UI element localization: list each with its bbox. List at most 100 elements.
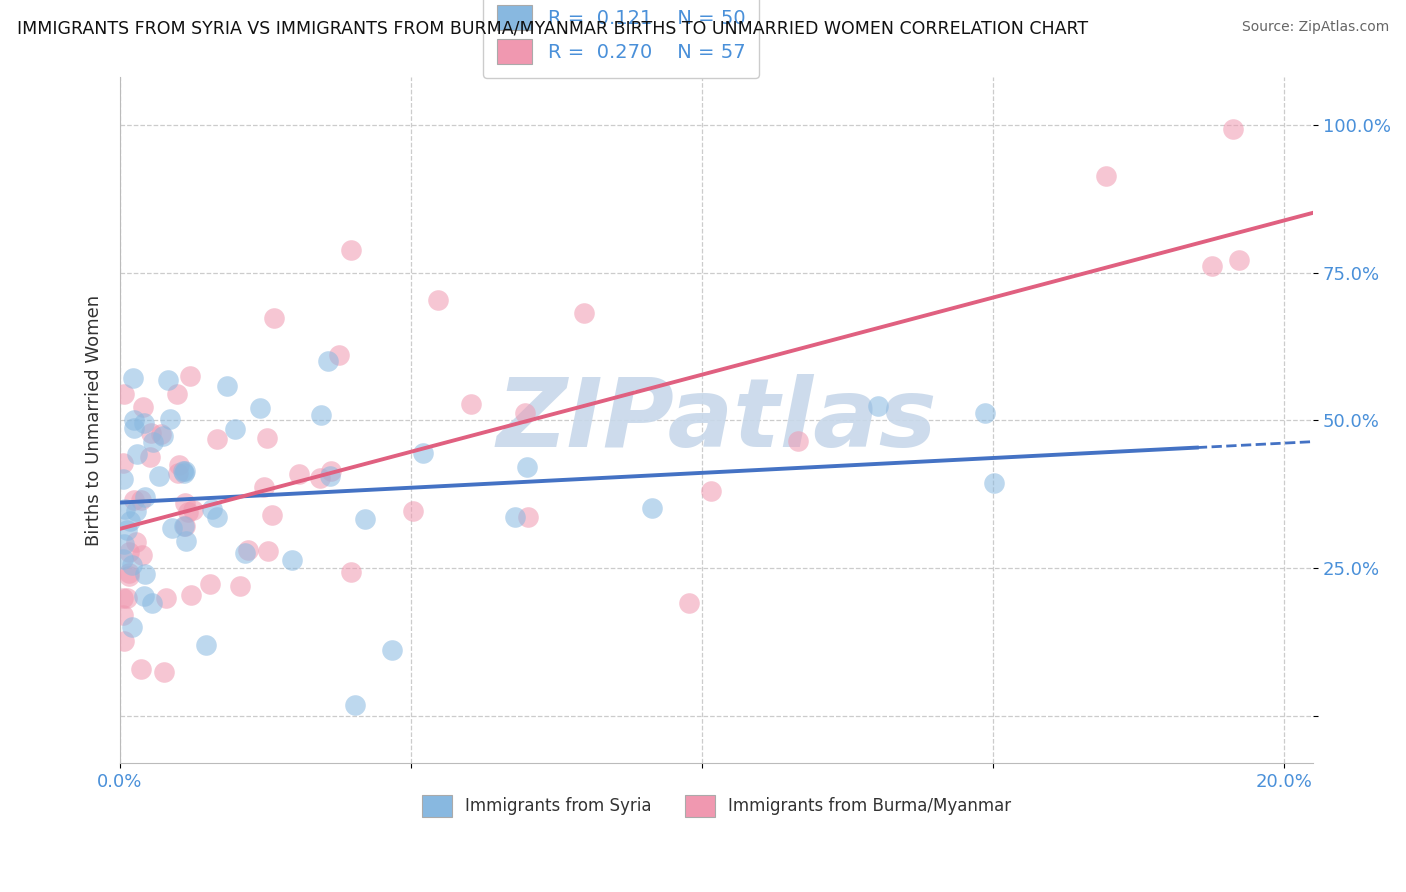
Point	[134, 566, 156, 581]
Point	[122, 421, 145, 435]
Legend: Immigrants from Syria, Immigrants from Burma/Myanmar: Immigrants from Syria, Immigrants from B…	[415, 789, 1018, 823]
Point	[124, 504, 146, 518]
Point	[319, 468, 342, 483]
Point	[311, 408, 333, 422]
Point	[572, 306, 595, 320]
Point	[1095, 169, 1118, 183]
Point	[125, 447, 148, 461]
Point	[148, 468, 170, 483]
Point	[139, 450, 162, 465]
Point	[150, 427, 173, 442]
Point	[353, 512, 375, 526]
Y-axis label: Births to Unmarried Women: Births to Unmarried Women	[86, 294, 103, 546]
Point	[174, 533, 197, 548]
Point	[316, 353, 339, 368]
Point	[281, 553, 304, 567]
Point	[141, 596, 163, 610]
Point	[132, 589, 155, 603]
Point	[229, 579, 252, 593]
Point	[120, 514, 142, 528]
Point	[173, 519, 195, 533]
Point	[866, 399, 889, 413]
Point	[115, 523, 138, 537]
Point	[412, 446, 434, 460]
Point	[114, 501, 136, 516]
Point	[288, 467, 311, 482]
Point	[224, 422, 246, 436]
Point	[179, 368, 201, 383]
Point	[786, 434, 808, 448]
Point	[181, 502, 204, 516]
Point	[177, 505, 200, 519]
Point	[118, 566, 141, 580]
Point	[257, 543, 280, 558]
Text: Source: ZipAtlas.com: Source: ZipAtlas.com	[1241, 20, 1389, 34]
Point	[129, 662, 152, 676]
Point	[381, 642, 404, 657]
Point	[233, 545, 256, 559]
Point	[169, 458, 191, 473]
Point	[112, 386, 135, 401]
Point	[129, 492, 152, 507]
Point	[155, 591, 177, 606]
Point	[201, 501, 224, 516]
Point	[983, 476, 1005, 491]
Point	[1201, 259, 1223, 273]
Point	[344, 698, 367, 712]
Text: ZIPatlas: ZIPatlas	[496, 374, 936, 467]
Point	[121, 620, 143, 634]
Point	[172, 464, 194, 478]
Point	[678, 596, 700, 610]
Point	[321, 464, 343, 478]
Point	[238, 543, 260, 558]
Point	[132, 417, 155, 431]
Point	[122, 412, 145, 426]
Point	[122, 493, 145, 508]
Point	[131, 549, 153, 563]
Point	[117, 569, 139, 583]
Point	[641, 501, 664, 516]
Point	[166, 387, 188, 401]
Point	[427, 293, 450, 307]
Point	[700, 484, 723, 499]
Point	[112, 537, 135, 551]
Point	[516, 509, 538, 524]
Point	[974, 406, 997, 420]
Point	[205, 509, 228, 524]
Text: IMMIGRANTS FROM SYRIA VS IMMIGRANTS FROM BURMA/MYANMAR BIRTHS TO UNMARRIED WOMEN: IMMIGRANTS FROM SYRIA VS IMMIGRANTS FROM…	[17, 20, 1088, 37]
Point	[157, 373, 180, 387]
Point	[121, 558, 143, 572]
Point	[142, 435, 165, 450]
Point	[194, 638, 217, 652]
Point	[401, 503, 423, 517]
Point	[153, 665, 176, 679]
Point	[174, 464, 197, 478]
Point	[139, 426, 162, 441]
Point	[207, 432, 229, 446]
Point	[115, 591, 138, 605]
Point	[340, 243, 363, 257]
Point	[152, 428, 174, 442]
Point	[111, 472, 134, 486]
Point	[328, 348, 350, 362]
Point	[112, 552, 135, 566]
Point	[134, 490, 156, 504]
Point	[256, 432, 278, 446]
Point	[167, 466, 190, 480]
Point	[173, 495, 195, 509]
Point	[1222, 122, 1244, 136]
Point	[111, 591, 134, 605]
Point	[132, 400, 155, 414]
Point	[118, 545, 141, 559]
Point	[253, 480, 276, 494]
Point	[173, 466, 195, 480]
Point	[249, 401, 271, 415]
Point	[1227, 253, 1250, 268]
Point	[174, 519, 197, 533]
Point	[339, 565, 361, 579]
Point	[516, 460, 538, 475]
Point	[125, 535, 148, 549]
Point	[111, 456, 134, 470]
Point	[217, 378, 239, 392]
Point	[505, 510, 527, 524]
